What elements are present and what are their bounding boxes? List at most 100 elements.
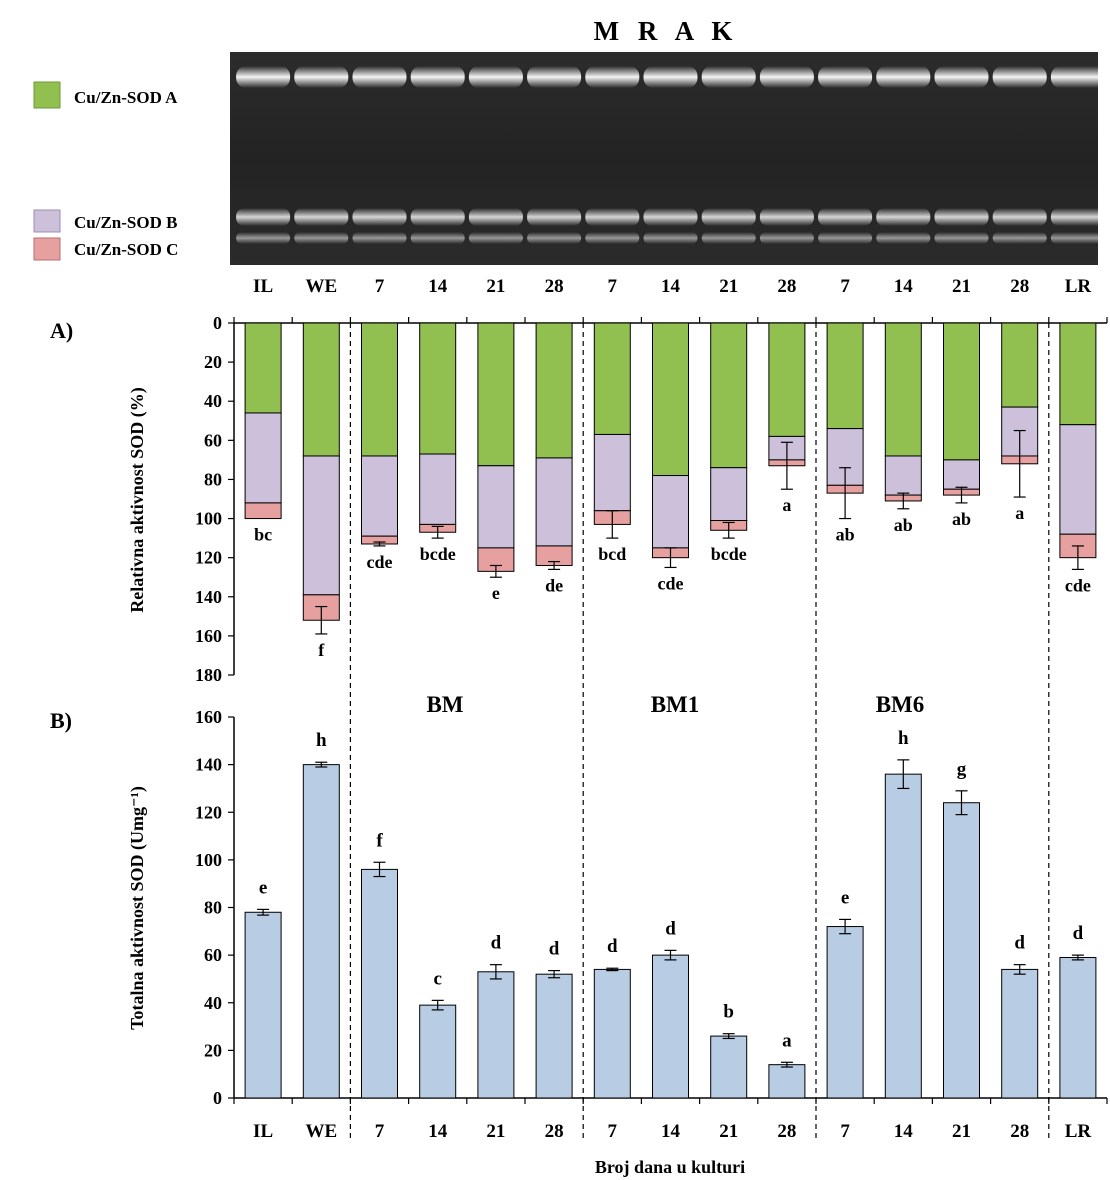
gel-band-a [934, 66, 989, 88]
panel-a-letter: cde [1065, 575, 1091, 595]
panel-a-bar-segment [535, 457, 573, 547]
panel-b-category-label: 28 [1010, 1121, 1029, 1142]
gel-band-c [1050, 232, 1105, 244]
panel-b-letter: c [433, 968, 441, 989]
panel-b-bar [710, 1035, 748, 1099]
panel-b-bar [768, 1064, 806, 1099]
panel-a-letter: e [492, 583, 500, 603]
panel-b-category-label: 14 [894, 1121, 914, 1142]
panel-a-bar-segment [302, 322, 340, 457]
panel-b-y-tick-label: 80 [204, 898, 222, 918]
panel-b-letter: d [1014, 933, 1025, 954]
panel-a-y-tick-label: 120 [195, 548, 222, 568]
panel-b-bar [593, 968, 631, 1099]
gel-band-b [1050, 208, 1105, 226]
panel-b-bar [884, 773, 922, 1099]
lane-label: 14 [661, 276, 681, 297]
group-label-bm: BM [426, 692, 463, 717]
panel-a-letter: cde [658, 573, 684, 593]
panel-b-letter: e [259, 877, 267, 898]
gel-band-c [934, 232, 989, 244]
panel-b-category-label: LR [1065, 1121, 1092, 1142]
panel-b-category-label: 14 [428, 1121, 448, 1142]
panel-b-letter: f [376, 830, 383, 851]
panel-a-bar-segment [477, 465, 515, 549]
panel-b-letter: e [841, 887, 849, 908]
panel-a-letter: de [545, 575, 563, 595]
panel-a-bar-segment [244, 502, 282, 520]
gel-band-b [410, 208, 465, 226]
panel-a-y-tick-label: 0 [213, 313, 222, 333]
panel-b-y-tick-label: 160 [195, 707, 222, 727]
gel-band-c [701, 232, 756, 244]
panel-b-y-tick-label: 0 [213, 1088, 222, 1108]
panel-b-category-label: 21 [952, 1121, 971, 1142]
panel-a-y-tick-label: 180 [195, 665, 222, 685]
lane-label: IL [253, 276, 273, 297]
gel-band-b [352, 208, 407, 226]
panel-b-bar [361, 868, 398, 1099]
gel-band-b [818, 208, 873, 226]
panel-a-bar-segment [652, 322, 689, 477]
lane-label: 7 [608, 276, 618, 297]
gel-band-b [992, 208, 1047, 226]
panel-a-chart: 0 20 40 60 80 100 120 140 160 180 bc f cde bcde e de bcd… [195, 313, 1108, 685]
panel-a-bar-segment [768, 322, 806, 437]
panel-b-bar [652, 954, 689, 1099]
group-label-bm6: BM6 [876, 692, 925, 717]
panel-b-y-tick-label: 140 [195, 755, 222, 775]
gel-band-c [992, 232, 1047, 244]
panel-a-y-tick-label: 140 [195, 587, 222, 607]
panel-b-category-label: 21 [719, 1121, 738, 1142]
panel-b-bar [1001, 968, 1039, 1099]
panel-a-bar-segment [361, 322, 398, 457]
panel-b-bar [1059, 957, 1097, 1099]
panel-a-bar-segment [943, 459, 980, 490]
panel-b-chart: 0 20 40 60 80 100 120 140 160 e IL h WE f 7 c 14 d 21 d 28 d 7… [195, 707, 1108, 1142]
panel-a-letter: bcde [711, 544, 747, 564]
group-dividers [349, 323, 1050, 1140]
gel-band-a [759, 66, 814, 88]
gel-band-a [352, 66, 407, 88]
gel-band-c [352, 232, 407, 244]
panel-a-bar-segment [826, 322, 864, 430]
panel-b-category-label: 14 [661, 1121, 681, 1142]
panel-b-letter: d [607, 936, 618, 957]
gel-band-b [468, 208, 523, 226]
panel-a-y-tick-label: 80 [204, 469, 222, 489]
panel-b-letter: d [549, 939, 560, 960]
panel-b-bar [419, 1004, 457, 1099]
panel-a-letter: ab [836, 525, 855, 545]
panel-a-letter: cde [367, 552, 393, 572]
gel-band-c [468, 232, 523, 244]
panel-a-y-tick-label: 40 [204, 391, 222, 411]
panel-b-y-tick-label: 60 [204, 945, 222, 965]
panel-a-bar-segment [1001, 322, 1039, 408]
gel-band-c [410, 232, 465, 244]
panel-a-bar-segment [943, 322, 980, 461]
gel-band-a [1050, 66, 1105, 88]
panel-b-ylabel: Totalna aktivnost SOD (Umg⁻¹) [127, 786, 148, 1030]
gel-band-b [585, 208, 640, 226]
panel-a-bar-segment [477, 322, 515, 467]
legend-swatch-sod-a [33, 81, 61, 109]
gel-legend: Cu/Zn-SOD A Cu/Zn-SOD B Cu/Zn-SOD C [33, 81, 178, 261]
panel-a-bar-segment [710, 322, 748, 469]
panel-b-letter: a [782, 1030, 792, 1051]
panel-b-letter: h [316, 730, 327, 751]
panel-a-bar-segment [361, 455, 398, 537]
gel-band-b [236, 208, 291, 226]
gel-lane-labels: IL WE 7 14 21 28 7 14 21 28 7 14 21 28 LR [253, 276, 1091, 297]
panel-b-letter: g [957, 759, 967, 780]
panel-a-letter: bcd [598, 544, 626, 564]
lane-label: WE [305, 276, 337, 297]
panel-b-y-tick-label: 40 [204, 993, 222, 1013]
legend-swatch-sod-b [33, 209, 61, 233]
panel-b-bar [943, 802, 980, 1099]
group-label-bm1: BM1 [651, 692, 700, 717]
gel-band-c [236, 232, 291, 244]
gel-band-b [294, 208, 349, 226]
lane-label: 21 [719, 276, 738, 297]
panel-b-letter: d [665, 918, 676, 939]
gel-image [230, 52, 1105, 265]
